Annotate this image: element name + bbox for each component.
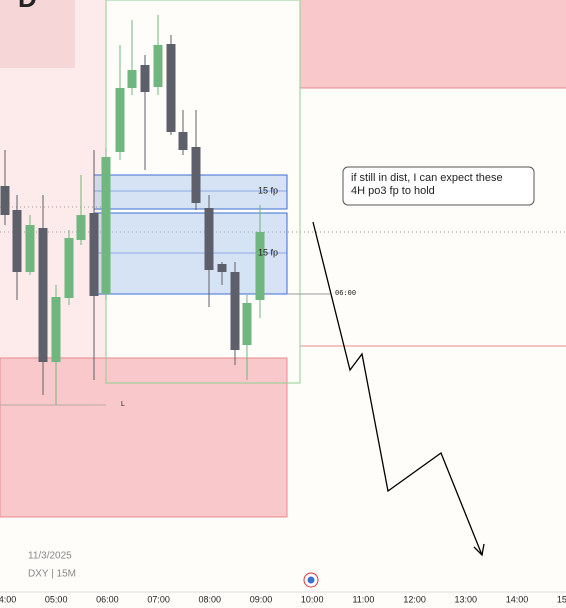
x-tick-label: 08:00 [199, 594, 222, 604]
x-tick-label: 09:00 [250, 594, 273, 604]
candle-body [64, 238, 74, 298]
x-tick-label: 11:00 [352, 594, 374, 604]
candle-body [38, 228, 48, 362]
zone [0, 0, 75, 68]
candle-body [12, 210, 22, 272]
zone [300, 0, 566, 88]
x-tick-label: 04:00 [0, 594, 16, 604]
candle-body [51, 297, 61, 362]
candle-body [204, 208, 214, 270]
annotation: if still in dist, I can expect these [351, 172, 503, 184]
candle-body [101, 157, 111, 294]
candle-body [115, 88, 125, 152]
x-tick-label: 14:00 [506, 594, 529, 604]
candles [0, 15, 265, 405]
candle-body [89, 213, 99, 296]
date: 11/3/2025 [28, 551, 72, 562]
arrow-head [473, 543, 485, 557]
fp-zone [93, 212, 288, 295]
candle-body [140, 65, 150, 92]
x-tick-label: 13:00 [455, 594, 478, 604]
x-tick-label: 06:00 [96, 594, 119, 604]
x-tick-label: 07:00 [147, 594, 170, 604]
candle-body [242, 303, 252, 345]
candle-body [153, 45, 163, 87]
candle-body [178, 132, 188, 150]
annotation: 4H po3 fp to hold [351, 185, 435, 197]
event-icon-dot [307, 576, 315, 584]
symbol: DXY | 15M [28, 569, 76, 580]
x-tick-label: 10:00 [301, 594, 324, 604]
zone-label: 15 fp [258, 247, 278, 257]
projection-path [312, 221, 483, 556]
title: D [18, 0, 37, 13]
zone-label: 15 fp [258, 185, 278, 195]
candle-body [255, 232, 265, 300]
zone [0, 357, 288, 518]
fp-zone [93, 174, 288, 210]
candle-body [230, 272, 240, 350]
candle-body [127, 70, 137, 88]
annotation-box [342, 166, 535, 206]
x-tick-label: 15:00 [557, 594, 566, 604]
x-tick-label: 12:00 [403, 594, 426, 604]
candle-body [217, 264, 227, 272]
candle-body [166, 44, 176, 132]
time-label: 06:00 [335, 289, 356, 297]
candle-body [191, 147, 201, 203]
x-axis-labels: 04:00 05:00 06:00 07:00 08:00 09:00 10:00 11:00… [0, 594, 566, 604]
marker: L [121, 401, 125, 408]
x-tick-label: 05:00 [45, 594, 68, 604]
candle-body [0, 186, 10, 215]
candle-body [25, 225, 35, 272]
candle-body [76, 215, 86, 240]
